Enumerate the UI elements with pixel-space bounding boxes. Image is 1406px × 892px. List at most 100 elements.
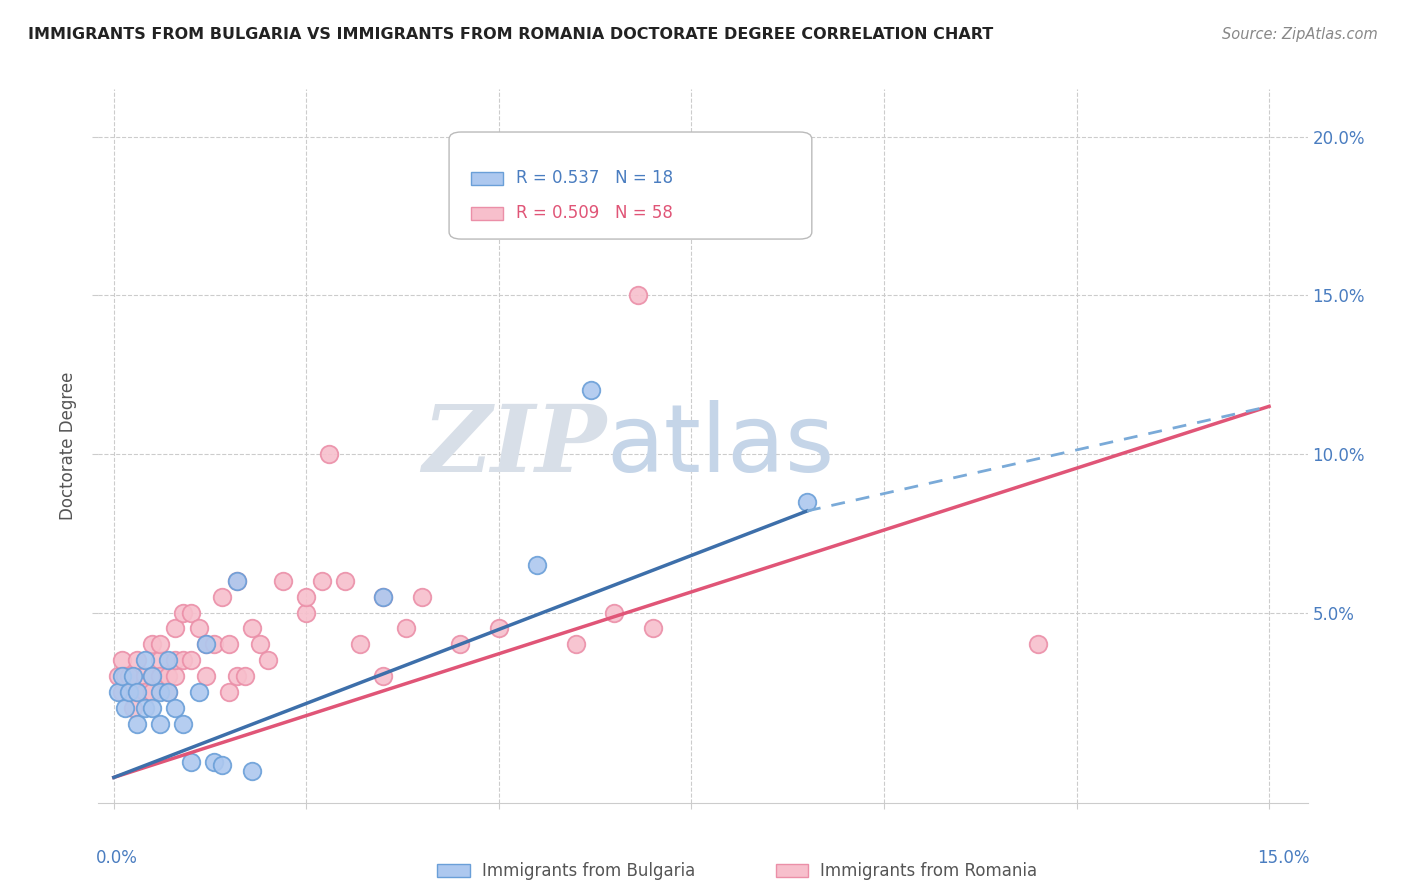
Point	[134, 669, 156, 683]
Point	[796, 494, 818, 508]
Point	[141, 669, 163, 683]
Point	[118, 685, 141, 699]
Point	[349, 637, 371, 651]
FancyBboxPatch shape	[471, 171, 503, 185]
FancyBboxPatch shape	[449, 132, 811, 239]
Point	[218, 685, 240, 699]
Point	[180, 755, 202, 769]
Point	[226, 574, 249, 588]
Point	[411, 590, 433, 604]
Point	[195, 637, 218, 651]
Point	[187, 621, 209, 635]
Point	[318, 447, 340, 461]
Text: 0.0%: 0.0%	[96, 849, 138, 867]
Point	[249, 637, 271, 651]
Text: R = 0.537   N = 18: R = 0.537 N = 18	[516, 169, 672, 187]
Point	[134, 653, 156, 667]
Text: 15.0%: 15.0%	[1257, 849, 1310, 867]
Point	[202, 755, 225, 769]
Point	[373, 669, 395, 683]
Point	[134, 700, 156, 714]
Point	[110, 653, 132, 667]
Point	[311, 574, 333, 588]
Point	[488, 621, 510, 635]
Point	[125, 653, 148, 667]
Point	[149, 685, 172, 699]
Point	[195, 637, 218, 651]
Point	[257, 653, 280, 667]
Point	[1026, 637, 1049, 651]
Point	[125, 685, 148, 699]
Text: Immigrants from Romania: Immigrants from Romania	[820, 862, 1038, 880]
Point	[110, 669, 132, 683]
Point	[233, 669, 256, 683]
Point	[141, 669, 163, 683]
Point	[149, 716, 172, 731]
Point	[395, 621, 418, 635]
Point	[641, 621, 664, 635]
Point	[295, 606, 318, 620]
Point	[149, 653, 172, 667]
FancyBboxPatch shape	[776, 864, 808, 877]
Point	[156, 669, 179, 683]
Point	[526, 558, 548, 572]
Point	[626, 288, 648, 302]
Point	[122, 669, 145, 683]
Point	[165, 700, 187, 714]
Point	[165, 621, 187, 635]
Point	[218, 637, 240, 651]
Point	[202, 637, 225, 651]
Point	[211, 590, 233, 604]
Text: ZIP: ZIP	[422, 401, 606, 491]
Point	[156, 653, 179, 667]
Point	[242, 764, 264, 778]
Point	[271, 574, 294, 588]
Point	[114, 700, 136, 714]
Point	[180, 653, 202, 667]
Point	[172, 716, 194, 731]
Point	[118, 685, 141, 699]
Point	[449, 637, 471, 651]
Point	[165, 669, 187, 683]
Point	[172, 653, 194, 667]
Text: Immigrants from Bulgaria: Immigrants from Bulgaria	[482, 862, 695, 880]
Point	[107, 685, 129, 699]
Text: R = 0.509   N = 58: R = 0.509 N = 58	[516, 204, 672, 222]
Point	[373, 590, 395, 604]
Point	[180, 606, 202, 620]
Point	[226, 574, 249, 588]
Point	[141, 637, 163, 651]
Point	[172, 606, 194, 620]
Point	[195, 669, 218, 683]
Point	[295, 590, 318, 604]
Point	[226, 669, 249, 683]
Point	[141, 685, 163, 699]
Point	[211, 757, 233, 772]
FancyBboxPatch shape	[471, 207, 503, 219]
Y-axis label: Doctorate Degree: Doctorate Degree	[59, 372, 77, 520]
Point	[134, 685, 156, 699]
Point	[149, 669, 172, 683]
Point	[118, 669, 141, 683]
Point	[565, 637, 588, 651]
Point	[187, 685, 209, 699]
Point	[242, 621, 264, 635]
Point	[526, 161, 548, 176]
FancyBboxPatch shape	[437, 864, 470, 877]
Point	[107, 669, 129, 683]
Point	[110, 685, 132, 699]
Point	[333, 574, 356, 588]
Point	[373, 590, 395, 604]
Point	[156, 685, 179, 699]
Text: IMMIGRANTS FROM BULGARIA VS IMMIGRANTS FROM ROMANIA DOCTORATE DEGREE CORRELATION: IMMIGRANTS FROM BULGARIA VS IMMIGRANTS F…	[28, 27, 994, 42]
Point	[156, 685, 179, 699]
Text: Source: ZipAtlas.com: Source: ZipAtlas.com	[1222, 27, 1378, 42]
Point	[581, 384, 603, 398]
Point	[141, 700, 163, 714]
Point	[149, 637, 172, 651]
Point	[114, 669, 136, 683]
Point	[125, 716, 148, 731]
Point	[603, 606, 626, 620]
Point	[125, 685, 148, 699]
Text: atlas: atlas	[606, 400, 835, 492]
